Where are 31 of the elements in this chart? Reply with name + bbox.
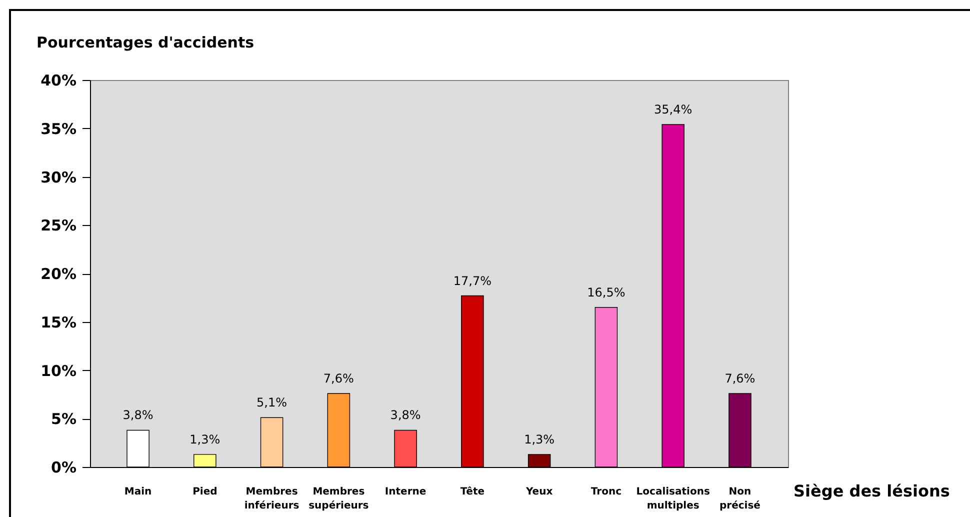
y-tick-label: 0%: [51, 458, 76, 476]
data-label: 3,8%: [390, 408, 421, 422]
data-label: 35,4%: [654, 102, 692, 117]
data-label: 7,6%: [323, 371, 354, 386]
data-label: 1,3%: [190, 432, 220, 446]
x-tick-label: Non précisé: [719, 486, 761, 512]
x-tick-label: Membres supérieurs: [308, 486, 369, 512]
x-tick-label: Localisations multiples: [636, 486, 710, 512]
x-tick-label: Tête: [460, 486, 485, 498]
y-tick-label: 40%: [40, 72, 76, 90]
y-tick-label: 10%: [40, 362, 76, 380]
x-tick-label: Tronc: [590, 486, 622, 498]
x-tick-label: Main: [124, 486, 152, 498]
x-tick-label: Membres inférieurs: [244, 486, 300, 512]
y-tick-label: 35%: [40, 120, 76, 138]
y-tick-label: 5%: [51, 410, 76, 428]
data-label: 17,7%: [453, 274, 492, 288]
y-axis-title: Pourcentages d'accidents: [36, 34, 254, 52]
data-label: 1,3%: [524, 432, 555, 446]
y-tick-label: 15%: [40, 313, 76, 332]
x-tick-label: Interne: [384, 486, 426, 498]
y-tick-label: 30%: [40, 168, 76, 186]
data-label: 3,8%: [122, 408, 154, 422]
x-axis-title: Siège des lésions: [794, 482, 950, 500]
data-label: 16,5%: [587, 285, 626, 300]
data-label: 5,1%: [256, 396, 288, 410]
x-tick-label: Pied: [192, 486, 218, 498]
data-label: 7,6%: [724, 371, 756, 386]
y-tick-label: 25%: [40, 216, 76, 235]
x-tick-label: Yeux: [524, 486, 554, 498]
y-tick-label: 20%: [40, 265, 76, 283]
